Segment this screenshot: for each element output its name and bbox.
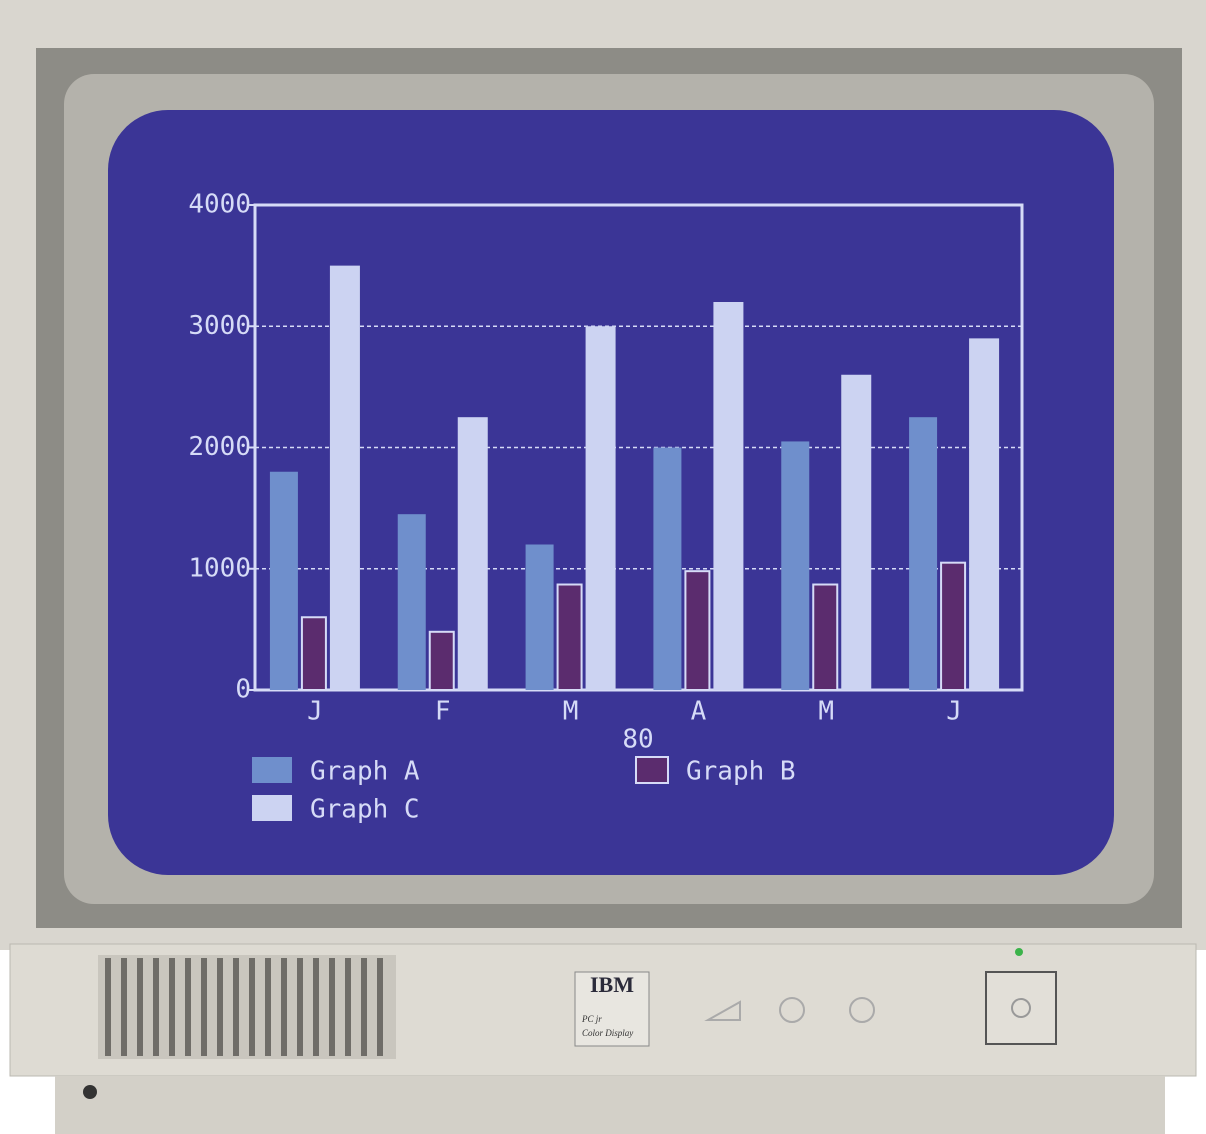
headphone-jack — [83, 1085, 97, 1099]
bar — [302, 617, 326, 690]
power-led — [1015, 948, 1023, 956]
bar — [653, 448, 681, 691]
model: PC jr — [581, 1014, 602, 1024]
legend-label: Graph A — [310, 757, 420, 787]
x-tick-label: M — [563, 697, 579, 727]
legend-label: Graph B — [686, 757, 796, 787]
base — [55, 1076, 1165, 1134]
bar — [558, 585, 582, 690]
bar — [526, 545, 554, 691]
bar — [941, 563, 965, 690]
monitor: IBM PC jr Color Display 0100020003000400… — [0, 0, 1206, 1134]
bar — [586, 326, 616, 690]
x-tick-label: F — [435, 697, 451, 727]
model-label: Color Display — [582, 1028, 633, 1038]
speaker-grille — [98, 955, 396, 1059]
bar — [841, 375, 871, 690]
x-tick-label: J — [307, 697, 323, 727]
legend-swatch — [252, 795, 292, 821]
legend-label: Graph C — [310, 795, 420, 825]
bar — [909, 417, 937, 690]
x-axis-label: 80 — [622, 725, 653, 755]
legend-swatch — [252, 757, 292, 783]
bar — [813, 585, 837, 690]
y-tick-label: 2000 — [188, 432, 251, 462]
bar — [330, 266, 360, 690]
bar — [270, 472, 298, 690]
bar — [781, 441, 809, 690]
legend-swatch — [636, 757, 668, 783]
x-tick-label: A — [691, 697, 707, 727]
brand: IBM — [590, 972, 634, 997]
x-tick-label: M — [818, 697, 834, 727]
bar — [458, 417, 488, 690]
y-tick-label: 4000 — [188, 190, 251, 220]
bar — [713, 302, 743, 690]
bar — [969, 338, 999, 690]
y-tick-label: 3000 — [188, 311, 251, 341]
bar — [430, 632, 454, 690]
bar — [685, 571, 709, 690]
bar — [398, 514, 426, 690]
y-tick-label: 1000 — [188, 553, 251, 583]
x-tick-label: J — [946, 697, 962, 727]
power-button[interactable] — [986, 972, 1056, 1044]
